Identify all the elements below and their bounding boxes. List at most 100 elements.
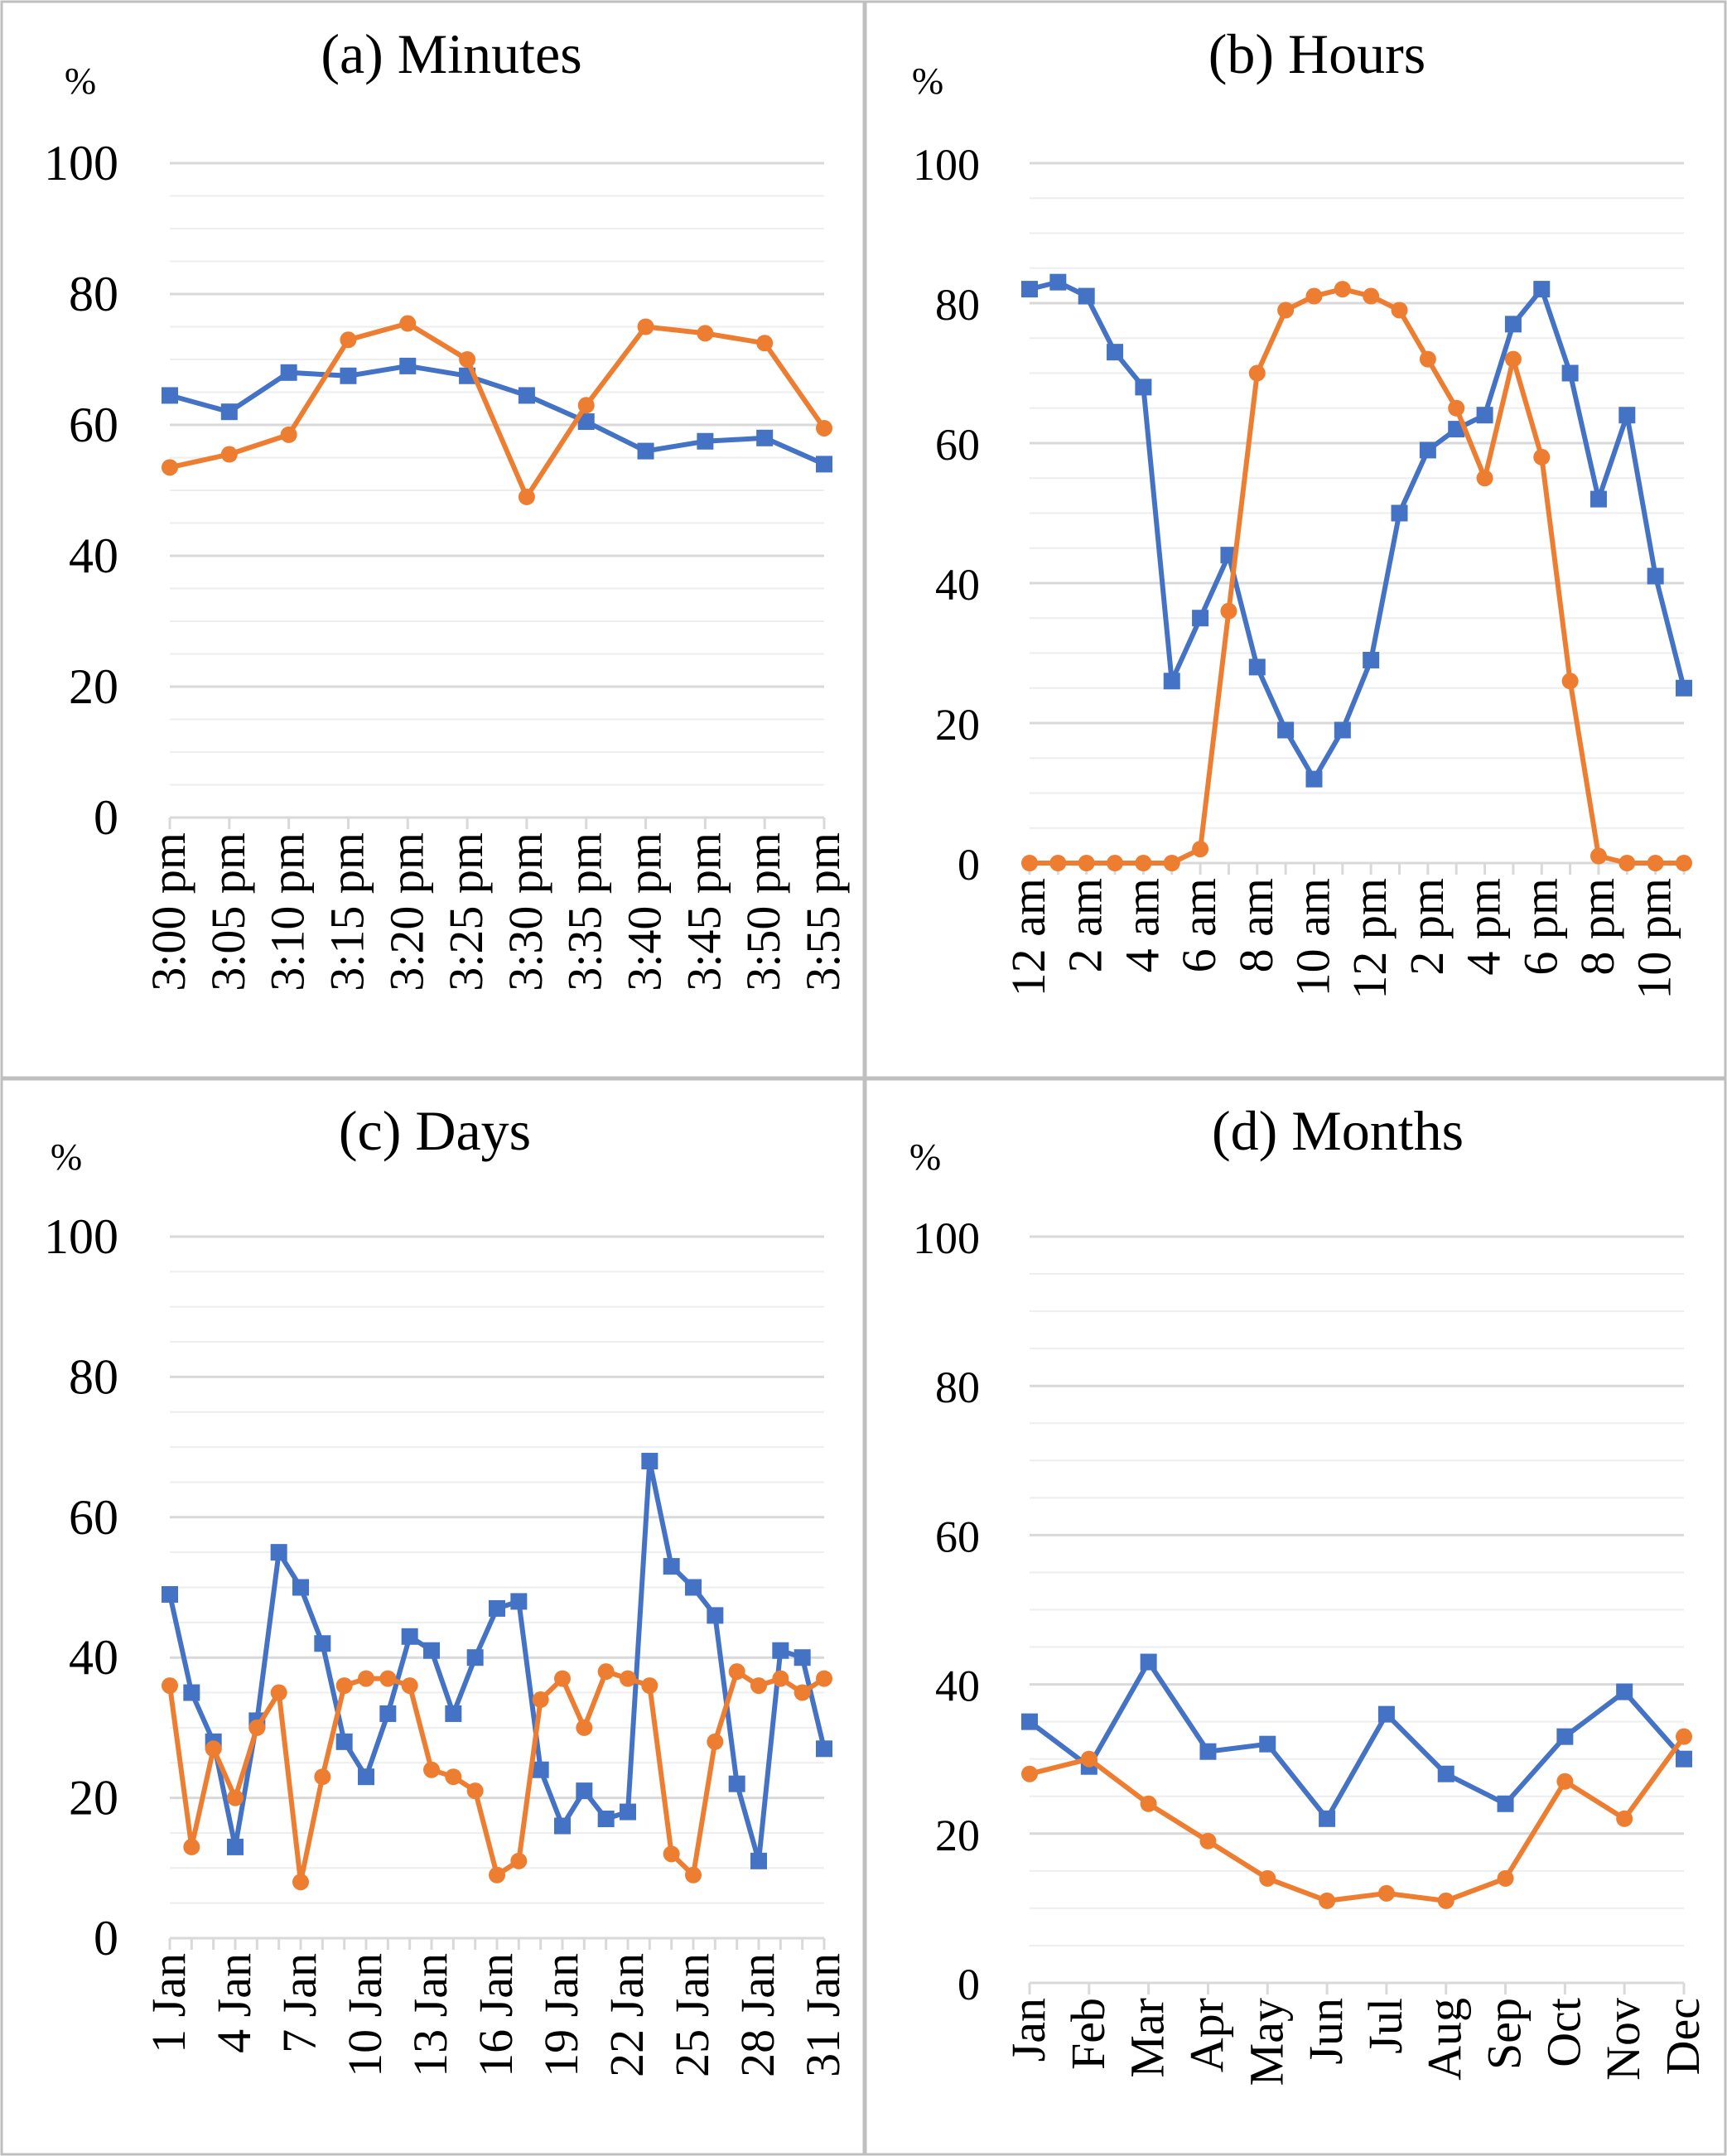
data-point-circle [1616,1810,1633,1827]
y-tick-label: 80 [69,1349,118,1404]
data-point-square [641,1453,658,1470]
data-point-square [340,367,357,384]
data-point-circle [1556,1773,1574,1790]
x-tick-label: 3:05 pm [201,832,255,991]
data-point-circle [1676,855,1692,871]
y-axis-label: % [65,60,96,102]
data-point-square [1259,1735,1276,1753]
x-tick-label: Jun [1299,1998,1353,2065]
x-tick-label: 10 pm [1628,878,1681,1000]
data-point-square [685,1579,702,1596]
data-point-square [597,1811,615,1828]
data-point-circle [641,1677,658,1695]
y-tick-label: 0 [94,790,118,845]
data-point-circle [1080,1750,1097,1768]
x-tick-label: 12 pm [1343,878,1397,1000]
y-tick-label: 20 [69,659,118,714]
series-line-1 [167,1459,827,1864]
data-point-square [379,1705,397,1722]
x-tick-label: 3:50 pm [736,832,790,991]
series-line-1 [1028,1659,1686,1821]
data-point-circle [248,1719,266,1736]
data-point-square [227,1838,244,1855]
data-point-circle [292,1874,309,1891]
x-tick-label: 1 Jan [142,1953,195,2053]
data-point-square [1504,316,1522,333]
data-point-circle [794,1684,811,1701]
data-point-square [1618,407,1636,424]
x-tick-label: 22 Jan [600,1953,654,2077]
data-point-circle [1319,1892,1336,1909]
data-point-circle [1220,602,1237,620]
chart-title: (d) Months [1212,1099,1464,1162]
data-point-square [1021,1713,1038,1730]
data-point-circle [280,426,297,443]
data-point-square [1248,658,1266,676]
data-point-circle [816,419,832,437]
data-point-circle [1437,1892,1454,1909]
data-point-square [1305,770,1323,788]
data-point-circle [1448,399,1465,417]
x-tick-label: 3:55 pm [796,832,850,991]
data-point-circle [314,1768,331,1786]
y-tick-label: 0 [958,840,980,890]
data-point-circle [162,459,178,476]
x-tick-label: 10 am [1286,878,1339,996]
series-line-1 [1029,279,1686,782]
data-point-circle [1476,470,1493,487]
data-point-square [518,387,535,404]
y-axis-label: % [909,1136,941,1178]
data-point-circle [1248,364,1266,382]
data-point-circle [576,1719,593,1736]
x-tick-label: 4 pm [1457,878,1511,976]
data-point-square [1363,651,1380,668]
y-tick-label: 80 [935,1363,980,1412]
x-tick-label: 2 pm [1400,878,1454,976]
data-point-square [1556,1728,1574,1745]
x-tick-label: Jan [1001,1998,1055,2062]
data-point-circle [1676,1728,1692,1745]
data-point-square [1533,281,1551,298]
data-point-square [707,1607,724,1624]
x-tick-label: 8 am [1229,878,1283,972]
x-tick-label: 7 Jan [273,1953,326,2053]
data-point-square [270,1544,287,1561]
data-point-circle [445,1768,462,1786]
data-point-square [1199,1743,1217,1760]
data-point-circle [379,1670,397,1687]
data-point-circle [423,1761,440,1778]
x-tick-label: 6 pm [1513,878,1567,976]
data-point-circle [1163,855,1180,871]
data-point-circle [1590,847,1607,865]
data-point-square [816,456,832,473]
data-point-square [1616,1683,1633,1700]
data-point-circle [518,488,535,505]
data-point-square [1078,287,1095,305]
data-point-circle [685,1866,702,1883]
data-point-square [292,1579,309,1596]
x-tick-label: 3:25 pm [439,832,493,991]
y-tick-label: 20 [935,700,980,750]
data-point-square [1377,1705,1395,1723]
y-tick-label: 100 [913,1213,980,1263]
data-point-circle [1078,855,1095,871]
y-tick-label: 100 [44,136,118,191]
chart-panel-3: (c) Days% 0 20 40 60 80 100 1 Jan 4 Jan 7 Jan 10 J… [0,1078,866,2156]
x-tick-label: Dec [1656,1998,1710,2075]
data-point-square [1419,441,1436,459]
data-point-square [577,413,595,431]
data-point-circle [1305,287,1323,305]
data-point-square [510,1593,528,1610]
data-point-square [280,364,297,381]
series-line-1 [169,363,826,467]
data-point-circle [554,1670,571,1687]
data-point-circle [1140,1795,1157,1812]
panel-border [864,0,1727,1079]
x-tick-label: 25 Jan [665,1953,719,2077]
y-tick-label: 100 [913,140,980,190]
data-point-square [1319,1810,1336,1827]
x-tick-label: 8 pm [1570,878,1624,976]
data-point-circle [162,1677,178,1695]
data-point-square [794,1649,811,1666]
x-tick-label: 12 am [1001,878,1055,996]
